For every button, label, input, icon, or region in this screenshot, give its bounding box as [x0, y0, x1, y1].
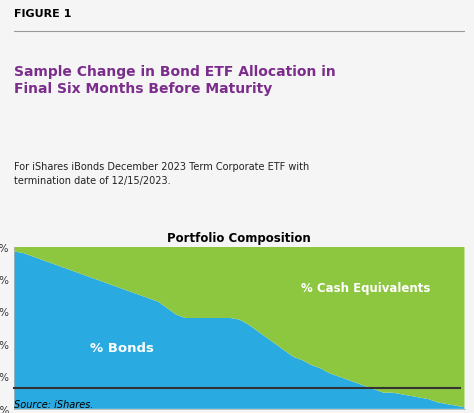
- Text: Source: iShares.: Source: iShares.: [14, 399, 94, 409]
- Text: Sample Change in Bond ETF Allocation in
Final Six Months Before Maturity: Sample Change in Bond ETF Allocation in …: [14, 65, 336, 95]
- Text: For iShares iBonds December 2023 Term Corporate ETF with
termination date of 12/: For iShares iBonds December 2023 Term Co…: [14, 162, 310, 185]
- Text: % Bonds: % Bonds: [91, 341, 154, 354]
- Title: Portfolio Composition: Portfolio Composition: [167, 231, 311, 244]
- Text: % Cash Equivalents: % Cash Equivalents: [301, 281, 430, 294]
- Text: FIGURE 1: FIGURE 1: [14, 9, 72, 19]
